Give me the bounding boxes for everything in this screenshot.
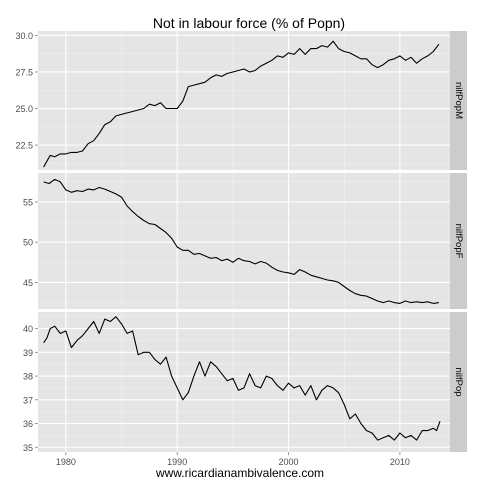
series-line	[43, 178, 439, 304]
y-tick-label: 37	[23, 395, 33, 405]
y-tick-label: 27.5	[15, 67, 33, 77]
y-tick-label: 25.0	[15, 104, 33, 114]
y-tick-label: 40	[23, 324, 33, 334]
facet-panel: 35 36 37 38 39 40 nilfPop	[23, 312, 467, 453]
series-line	[43, 40, 440, 168]
facet-panel: 22.5 25.0 27.5 30.0 nilfPopM	[15, 31, 467, 170]
facet-panels: 22.5 25.0 27.5 30.0 nilfPopM 45 50 55 nilfPopF 35…	[15, 31, 467, 453]
y-tick-label: 50	[23, 238, 33, 248]
x-tick-label: 2010	[390, 457, 410, 467]
x-axis-label: www.ricardianambivalence.com	[155, 466, 324, 480]
x-axis: 1980 1990 2000 2010	[56, 452, 410, 467]
facet-strip-label: nilfPopM	[453, 82, 464, 119]
series-line	[43, 316, 441, 441]
panel-background	[38, 173, 450, 309]
facet-strip-label: nilfPopF	[453, 224, 464, 259]
y-tick-label: 22.5	[15, 141, 33, 151]
facet-panel: 45 50 55 nilfPopF	[23, 173, 467, 309]
facet-strip-label: nilfPop	[453, 367, 464, 396]
y-tick-label: 55	[23, 197, 33, 207]
x-tick-label: 1990	[167, 457, 187, 467]
facet-strip	[450, 312, 467, 452]
y-tick-label: 39	[23, 348, 33, 358]
x-tick-label: 2000	[279, 457, 299, 467]
x-tick-label: 1980	[56, 457, 76, 467]
y-tick-label: 45	[23, 278, 33, 288]
facet-strip	[450, 173, 467, 309]
panel-background	[38, 312, 450, 452]
panel-background	[38, 31, 450, 170]
y-tick-label: 30.0	[15, 31, 33, 41]
y-tick-label: 38	[23, 372, 33, 382]
y-tick-label: 35	[23, 443, 33, 453]
chart-title: Not in labour force (% of Popn)	[153, 15, 345, 31]
y-tick-label: 36	[23, 419, 33, 429]
facet-strip	[450, 31, 467, 170]
